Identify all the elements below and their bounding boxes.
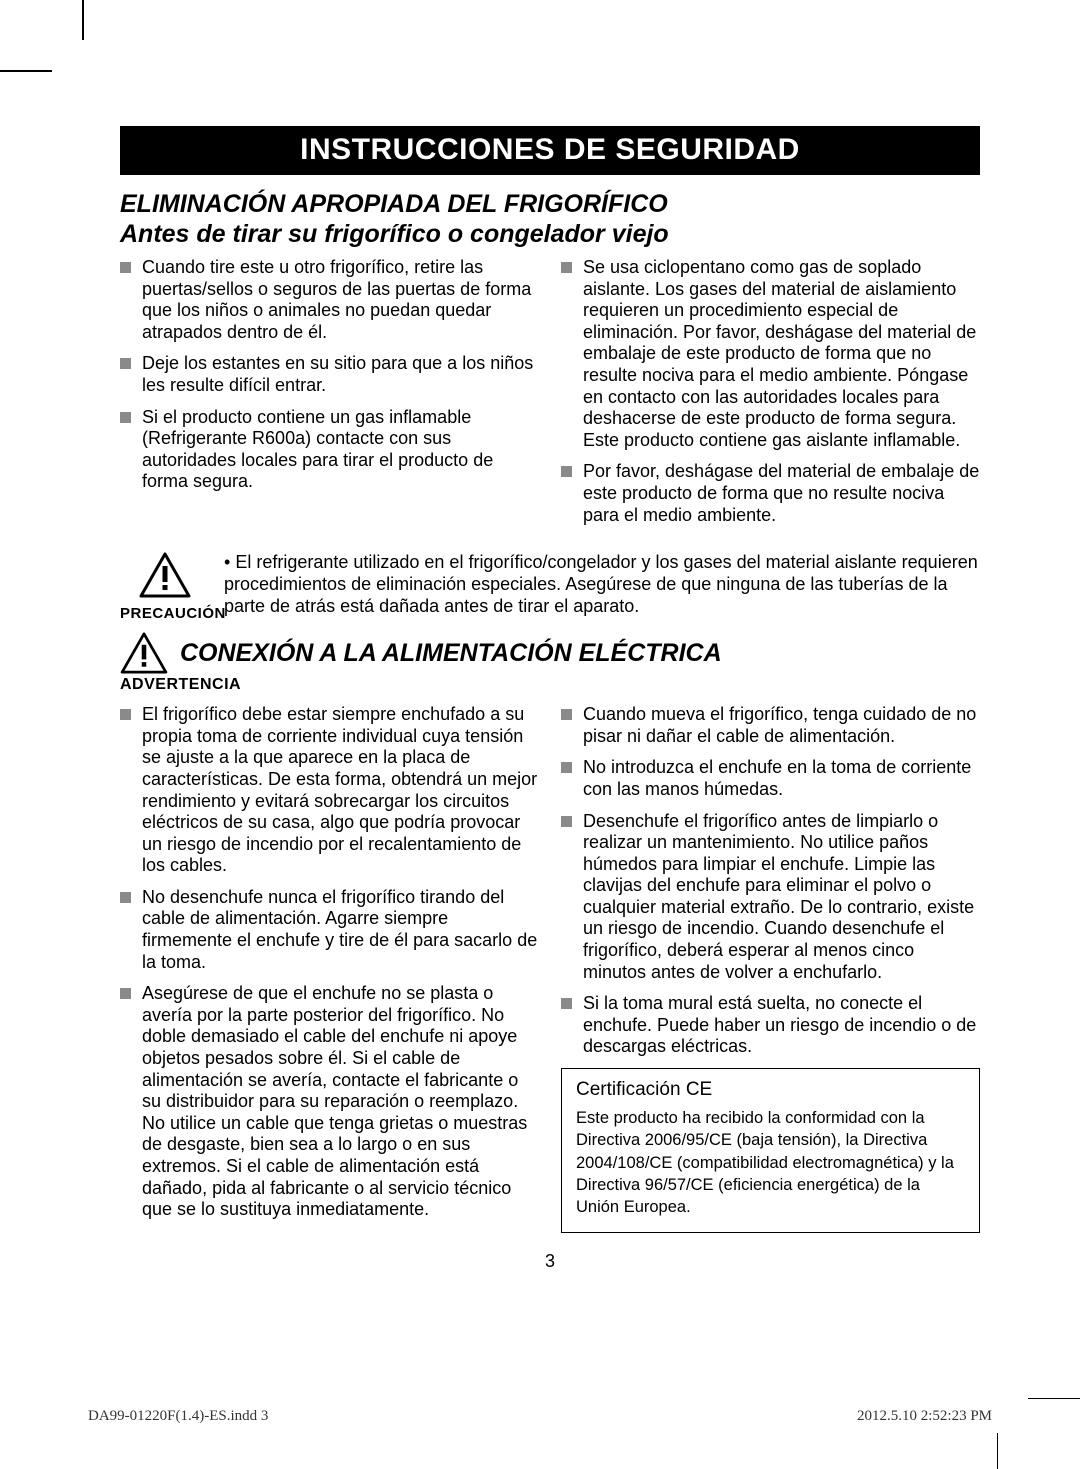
list-item: Si el producto contiene un gas inflamabl… (120, 407, 539, 493)
list-item: Asegúrese de que el enchufe no se plasta… (120, 983, 539, 1221)
crop-mark (0, 70, 52, 72)
list-item: El frigorífico debe estar siempre enchuf… (120, 704, 539, 877)
section2-heading-row: CONEXIÓN A LA ALIMENTACIÓN ELÉCTRICA (120, 632, 980, 674)
page-content: INSTRUCCIONES DE SEGURIDAD ELIMINACIÓN A… (120, 126, 980, 1369)
list-item: Cuando mueva el frigorífico, tenga cuida… (561, 704, 980, 747)
list-item: Si la toma mural está suelta, no conecte… (561, 993, 980, 1058)
ce-title: Certificación CE (576, 1079, 965, 1101)
list-item: Por favor, deshágase del material de emb… (561, 461, 980, 526)
list-item: No desenchufe nunca el frigorífico tiran… (120, 887, 539, 973)
section1-title: ELIMINACIÓN APROPIADA DEL FRIGORÍFICO (120, 189, 980, 219)
list-item: No introduzca el enchufe en la toma de c… (561, 757, 980, 800)
section1-right-col: Se usa ciclopentano como gas de soplado … (561, 257, 980, 536)
caution-text: • El refrigerante utilizado en el frigor… (224, 552, 980, 618)
section2-left-col: El frigorífico debe estar siempre enchuf… (120, 704, 539, 1233)
footer-left: DA99-01220F(1.4)-ES.indd 3 (88, 1408, 268, 1425)
caution-block: PRECAUCIÓN • El refrigerante utilizado e… (120, 552, 980, 622)
warning-icon (120, 632, 168, 674)
list-item: Se usa ciclopentano como gas de soplado … (561, 257, 980, 451)
section2-columns: El frigorífico debe estar siempre enchuf… (120, 704, 980, 1233)
ce-body: Este producto ha recibido la conformidad… (576, 1107, 965, 1218)
advertencia-label: ADVERTENCIA (120, 676, 980, 694)
banner-title: INSTRUCCIONES DE SEGURIDAD (120, 126, 980, 175)
ce-certification-box: Certificación CE Este producto ha recibi… (561, 1068, 980, 1233)
crop-mark (82, 0, 84, 40)
warning-icon (139, 552, 191, 598)
section1-subtitle: Antes de tirar su frigorífico o congelad… (120, 219, 980, 249)
section2-right-col: Cuando mueva el frigorífico, tenga cuida… (561, 704, 980, 1233)
footer-right: 2012.5.10 2:52:23 PM (857, 1408, 992, 1425)
caution-label: PRECAUCIÓN (120, 605, 210, 622)
crop-mark (1028, 1398, 1080, 1399)
section1-left-col: Cuando tire este u otro frigorífico, ret… (120, 257, 539, 536)
print-footer: DA99-01220F(1.4)-ES.indd 3 2012.5.10 2:5… (88, 1408, 992, 1425)
crop-mark (997, 1433, 998, 1469)
caution-icon-block: PRECAUCIÓN (120, 552, 210, 622)
list-item: Deje los estantes en su sitio para que a… (120, 353, 539, 396)
list-item: Cuando tire este u otro frigorífico, ret… (120, 257, 539, 343)
page-number: 3 (120, 1251, 980, 1272)
caution-text-body: El refrigerante utilizado en el frigoríf… (224, 552, 978, 616)
list-item: Desenchufe el frigorífico antes de limpi… (561, 811, 980, 984)
section2-title: CONEXIÓN A LA ALIMENTACIÓN ELÉCTRICA (180, 639, 722, 668)
section1-columns: Cuando tire este u otro frigorífico, ret… (120, 257, 980, 536)
